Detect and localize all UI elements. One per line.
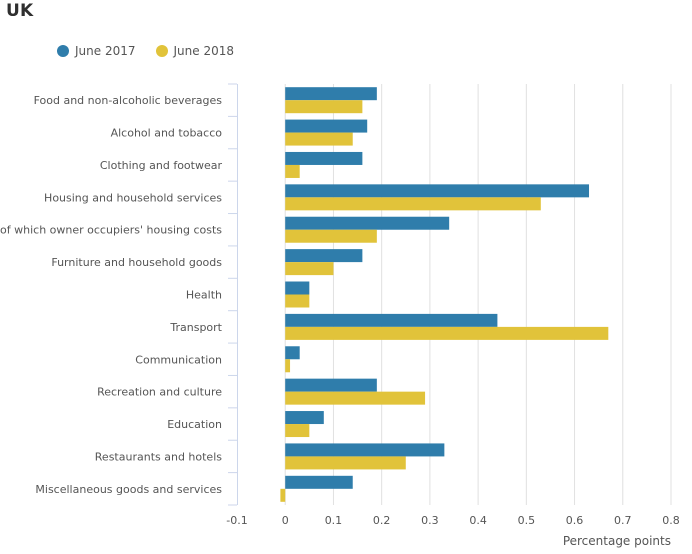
legend-marker-icon [57, 45, 69, 57]
bars [280, 87, 609, 502]
bar-june-2017 [285, 443, 445, 457]
bar-june-2017 [285, 87, 377, 101]
x-tick-label: 0.1 [325, 514, 343, 527]
bar-june-2017 [285, 346, 300, 360]
bar-june-2017 [285, 151, 363, 165]
bar-june-2017 [285, 313, 498, 327]
bar-june-2018 [285, 294, 310, 308]
bar-june-2018 [285, 391, 426, 405]
bar-june-2017 [285, 119, 368, 133]
legend-label: June 2018 [173, 44, 235, 58]
x-tick-label: 0.4 [469, 514, 487, 527]
bar-june-2018 [285, 132, 353, 146]
category-label: Food and non-alcoholic beverages [34, 94, 223, 107]
category-label: Furniture and household goods [51, 256, 222, 269]
bar-june-2017 [285, 281, 310, 295]
category-label: Restaurants and hotels [95, 450, 222, 463]
x-tick-label: 0.2 [373, 514, 391, 527]
category-label: Education [167, 418, 222, 431]
bar-june-2017 [285, 411, 324, 425]
bar-june-2017 [285, 249, 363, 263]
bar-june-2018 [285, 229, 377, 243]
category-labels: Food and non-alcoholic beverages Alcohol … [0, 94, 223, 496]
legend-marker-icon [155, 45, 168, 57]
x-tick-label: 0.8 [662, 514, 680, 527]
bar-june-2017 [285, 184, 590, 198]
bar-june-2018 [285, 164, 300, 178]
legend-item-june-2018[interactable]: June 2018 [155, 44, 235, 58]
bar-june-2018 [285, 359, 291, 373]
bar-june-2018 [285, 424, 310, 438]
y-axis [228, 83, 238, 506]
category-label: Housing and household services [44, 191, 222, 204]
bar-june-2017 [285, 378, 377, 392]
gridlines [284, 84, 672, 505]
category-label: Recreation and culture [97, 386, 222, 399]
x-tick-label: 0 [282, 514, 289, 527]
x-tick-labels: -0.1 0 0.1 0.2 0.3 0.4 0.5 0.6 0.7 0.8 [226, 514, 679, 527]
x-tick-label: 0.6 [566, 514, 584, 527]
bar-june-2018 [285, 100, 363, 114]
x-tick-label: 0.5 [518, 514, 536, 527]
bar-june-2017 [285, 475, 353, 489]
bar-june-2018 [285, 197, 541, 211]
category-label: Health [186, 289, 222, 302]
category-label: Miscellaneous goods and services [35, 483, 222, 496]
category-label: Clothing and footwear [100, 159, 223, 172]
bar-june-2018 [285, 262, 334, 276]
category-label: Communication [135, 353, 222, 366]
legend-label: June 2017 [75, 44, 136, 58]
x-axis-title: Percentage points [563, 534, 671, 548]
bar-june-2018 [285, 326, 609, 340]
category-label: Alcohol and tobacco [111, 127, 223, 140]
legend-item-june-2017[interactable]: June 2017 [57, 44, 136, 58]
x-tick-label: 0.7 [614, 514, 632, 527]
bar-june-2018 [280, 488, 286, 502]
x-tick-label: -0.1 [226, 514, 247, 527]
chart-title: UK [6, 1, 34, 21]
bar-june-2017 [285, 216, 450, 230]
category-label: Transport [169, 321, 222, 334]
legend: June 2017 June 2018 [57, 44, 254, 58]
category-label: of which owner occupiers' housing costs [0, 224, 222, 237]
bar-june-2018 [285, 456, 406, 470]
x-tick-label: 0.3 [421, 514, 439, 527]
